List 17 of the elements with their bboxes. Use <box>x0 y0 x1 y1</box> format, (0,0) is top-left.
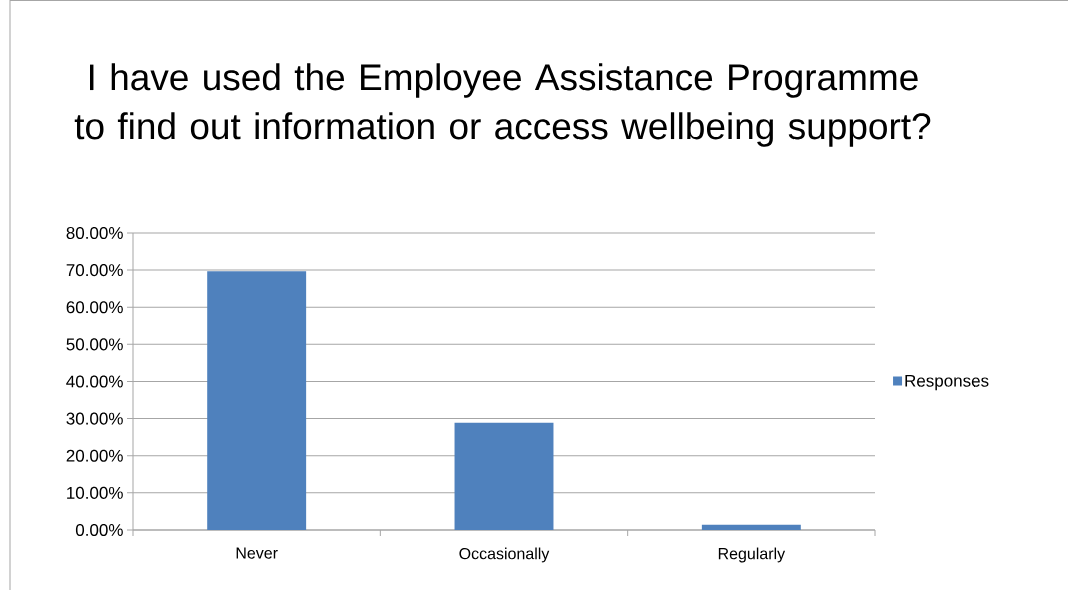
y-tick-label: 60.00% <box>66 301 123 314</box>
y-tick-label: 50.00% <box>66 338 123 351</box>
y-tick-label: 40.00% <box>66 375 123 388</box>
x-tick-label: Occasionally <box>459 547 550 563</box>
bar <box>701 524 801 530</box>
x-tick-label: Never <box>236 547 278 559</box>
y-tick-label: 70.00% <box>66 264 123 277</box>
bar <box>454 422 554 530</box>
y-tick-label: 30.00% <box>66 412 123 425</box>
y-tick-label: 10.00% <box>67 486 123 499</box>
legend-label: Responses <box>905 374 989 391</box>
y-tick-label: 0.00% <box>75 523 123 537</box>
y-tick-label: 20.00% <box>66 449 123 462</box>
chart-title: I have used the Employee Assistance Programme to find out information or access wellbeing support? <box>74 63 931 147</box>
bar <box>207 271 307 530</box>
x-tick-label: Regularly <box>718 547 786 563</box>
y-tick-label: 80.00% <box>66 226 123 240</box>
